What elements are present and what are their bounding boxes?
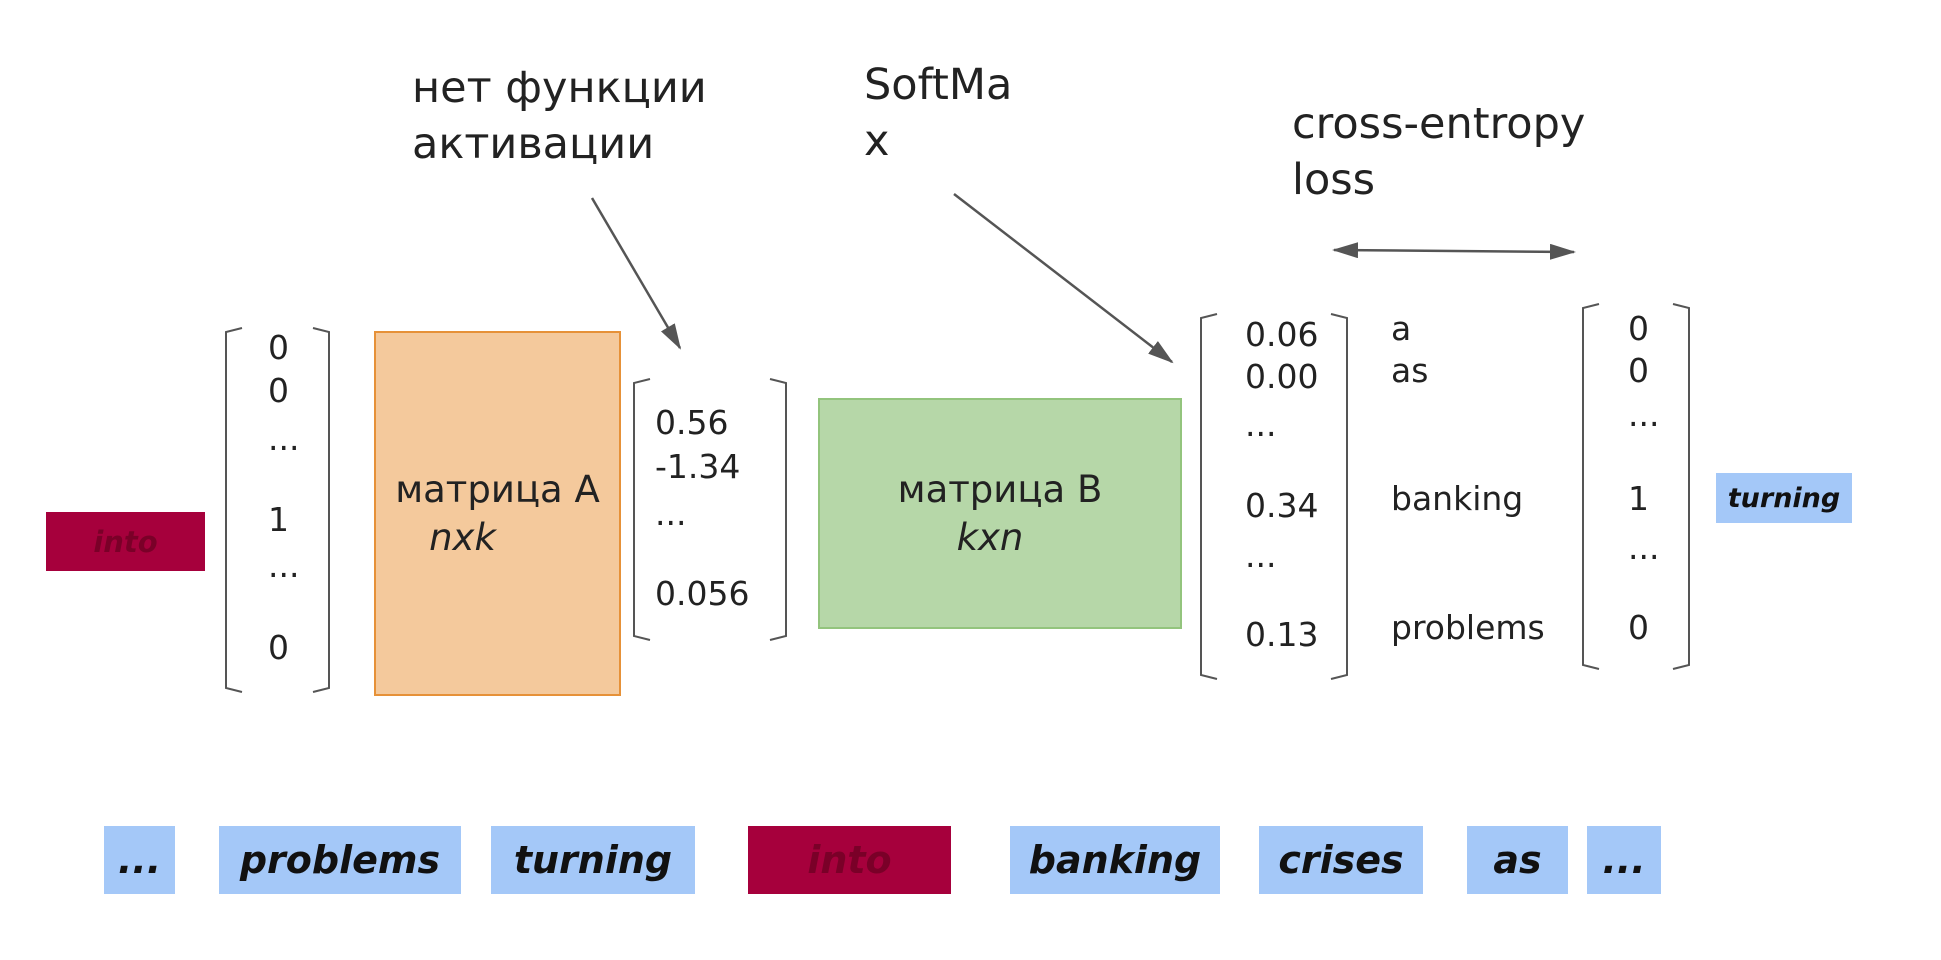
sentence-token: as xyxy=(1467,826,1568,894)
softmax-vector-value: 0.13 xyxy=(1245,615,1319,654)
input-vector-value: 0 xyxy=(268,328,289,367)
input-vector-value: ... xyxy=(268,546,300,585)
matrix-b: матрица В kxn xyxy=(818,398,1182,629)
sentence-token-center: into xyxy=(748,826,951,894)
sentence-token: ... xyxy=(1587,826,1661,894)
softmax-vector-value: 0.06 xyxy=(1245,315,1319,354)
hidden-vector-value: 0.56 xyxy=(655,403,729,442)
target-vector-value: 1 xyxy=(1628,479,1649,518)
no-activation-label: нет функции активации xyxy=(412,63,707,169)
sentence-token: turning xyxy=(491,826,695,894)
target-vector-value: 0 xyxy=(1628,351,1649,390)
vocab-word: as xyxy=(1391,351,1429,390)
input-vector-value: 1 xyxy=(268,500,289,539)
sentence-token: banking xyxy=(1010,826,1220,894)
input-vector-value: 0 xyxy=(268,371,289,410)
matrix-a: матрица А nxk xyxy=(374,331,621,696)
matrix-b-dims: kxn xyxy=(956,515,1024,559)
target-vector-left-bracket xyxy=(1582,303,1600,670)
target-vector-right-bracket xyxy=(1672,303,1690,670)
vocab-word: problems xyxy=(1391,608,1545,647)
target-vector-value: ... xyxy=(1628,395,1660,434)
arrow-cross-entropy xyxy=(1332,242,1576,260)
hidden-vector-left-bracket xyxy=(633,378,651,641)
matrix-a-dims: nxk xyxy=(429,515,496,559)
sentence-token: crises xyxy=(1259,826,1423,894)
target-vector-value: 0 xyxy=(1628,309,1649,348)
input-token: into xyxy=(46,512,205,571)
hidden-vector-value: -1.34 xyxy=(655,447,741,486)
softmax-vector-left-bracket xyxy=(1200,313,1218,680)
sentence-token: ... xyxy=(104,826,175,894)
matrix-b-title: матрица В xyxy=(897,467,1103,511)
softmax-vector-value: 0.34 xyxy=(1245,486,1319,525)
input-vector-value: 0 xyxy=(268,628,289,667)
target-vector-value: 0 xyxy=(1628,608,1649,647)
input-vector-left-bracket xyxy=(225,327,243,693)
output-token: turning xyxy=(1716,473,1852,523)
target-vector-value: ... xyxy=(1628,528,1660,567)
hidden-vector-right-bracket xyxy=(769,378,787,641)
softmax-label: SoftMa x xyxy=(864,60,1013,166)
vocab-word: a xyxy=(1391,309,1412,348)
sentence-token: problems xyxy=(219,826,461,894)
arrow-no-activation xyxy=(590,197,682,350)
input-vector-right-bracket xyxy=(312,327,330,693)
matrix-a-title: матрица А xyxy=(395,467,600,511)
hidden-vector-value: 0.056 xyxy=(655,574,750,613)
vocab-word: banking xyxy=(1391,479,1524,518)
arrow-softmax xyxy=(953,193,1174,364)
input-vector-value: ... xyxy=(268,419,300,458)
softmax-vector-value: ... xyxy=(1245,536,1277,575)
softmax-vector-value: 0.00 xyxy=(1245,357,1319,396)
cross-entropy-label: cross-entropy loss xyxy=(1292,99,1586,205)
softmax-vector-right-bracket xyxy=(1330,313,1348,680)
hidden-vector-value: ... xyxy=(655,494,687,533)
softmax-vector-value: ... xyxy=(1245,405,1277,444)
